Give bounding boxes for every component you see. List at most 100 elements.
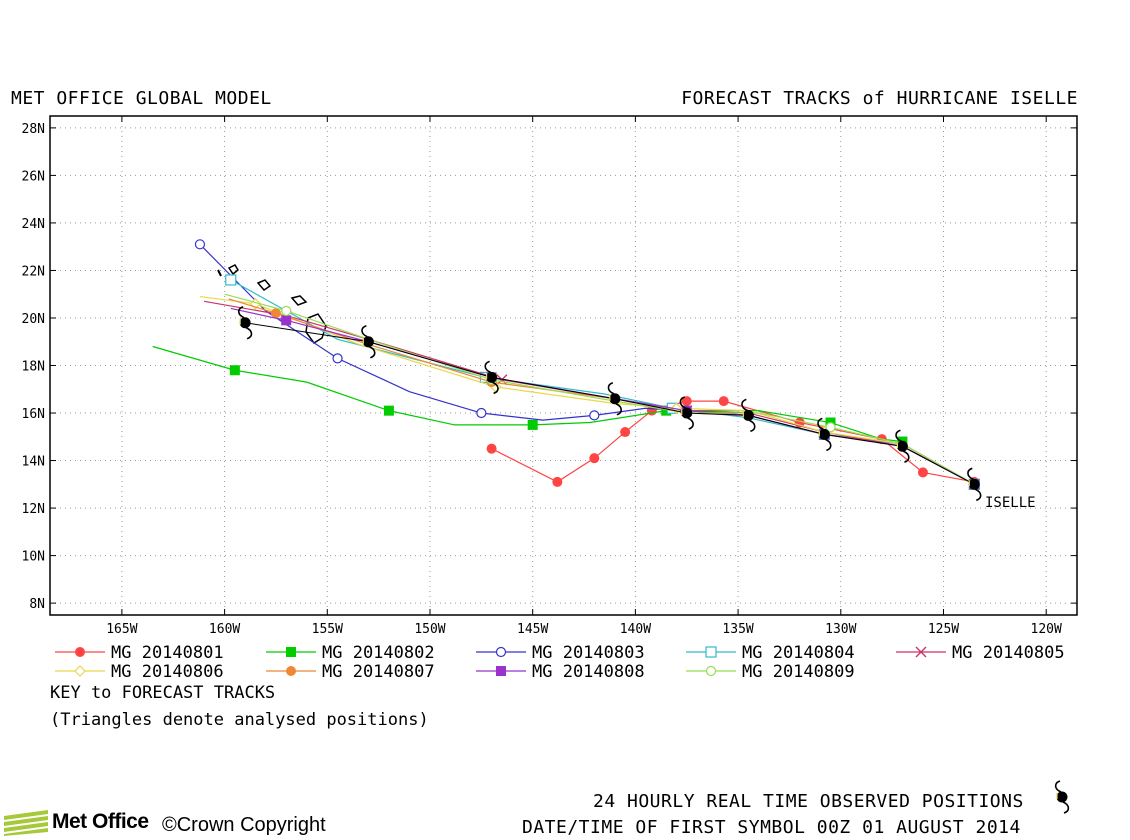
legend-item: MG 20140809 — [686, 662, 855, 682]
hurricane-core — [968, 478, 980, 490]
hurricane-arm — [974, 488, 982, 502]
hurricane-core — [818, 428, 830, 440]
hurricane-symbol-icon — [237, 305, 253, 340]
series-mg-20140802 — [152, 345, 908, 447]
series-mg-20140809 — [224, 293, 980, 490]
data-point — [661, 405, 672, 416]
legend-marker — [495, 646, 507, 658]
tick-label-y: 26N — [22, 169, 45, 184]
series-line — [230, 279, 975, 485]
hurricane-core — [362, 336, 374, 348]
legend-item: MG 20140808 — [476, 662, 645, 682]
tick-label-y: 14N — [22, 455, 45, 470]
hurricane-symbol-icon — [679, 396, 694, 430]
hurricane-arm — [237, 305, 245, 319]
legend-label: MG 20140803 — [532, 643, 645, 663]
tick-label-y: 20N — [22, 312, 45, 327]
series-mg-20140804 — [225, 274, 980, 490]
legend-label: MG 20140804 — [742, 643, 855, 663]
data-point — [527, 419, 538, 430]
hurricane-arm — [1054, 780, 1062, 793]
data-point — [281, 305, 292, 316]
plot-frame — [49, 115, 1078, 616]
hurricane-arm — [895, 429, 902, 443]
tick-label-x: 120W — [1031, 622, 1062, 637]
hurricane-core — [742, 409, 754, 421]
legend-item: MG 20140807 — [266, 662, 435, 682]
legend-label: MG 20140809 — [742, 662, 855, 682]
legend-item: MG 20140802 — [266, 643, 435, 663]
legend-marker — [286, 647, 296, 657]
hurricane-symbol-icon — [607, 382, 623, 416]
legend-item: MG 20140801 — [55, 643, 224, 663]
data-point — [476, 407, 487, 419]
legend-marker — [915, 646, 927, 658]
series-line — [199, 243, 975, 485]
hurricane-symbol-icon — [484, 360, 499, 395]
data-point — [229, 365, 240, 376]
legend-item: MG 20140806 — [55, 662, 224, 682]
logo-text: Met Office — [52, 810, 149, 833]
tick-label-y: 10N — [22, 550, 45, 565]
hurricane-arm — [1062, 801, 1070, 814]
series-mg-20140803 — [194, 239, 980, 490]
met-office-logo-icon — [4, 810, 48, 836]
data-point — [383, 405, 394, 416]
legend: MG 20140801 MG 20140802 MG 20140803 MG 2014… — [55, 643, 1065, 682]
legend-item: MG 20140804 — [686, 643, 855, 663]
hurricane-core — [1056, 791, 1068, 803]
tick-label-x: 165W — [106, 622, 137, 637]
observed-positions-label: 24 HOURLY REAL TIME OBSERVED POSITIONS — [593, 791, 1024, 812]
tick-label-x: 145W — [517, 622, 548, 637]
data-point — [332, 353, 343, 364]
data-point — [825, 422, 836, 433]
hurricane-arm — [615, 403, 623, 416]
hurricane-symbol-icon — [361, 324, 376, 359]
data-point — [270, 308, 281, 319]
data-point — [681, 396, 692, 407]
hurricane-arm — [967, 467, 974, 481]
grid — [50, 116, 1077, 615]
data-point — [620, 427, 631, 438]
met-office-logo: Met Office — [2, 808, 149, 836]
island-niihau — [217, 269, 222, 277]
tick-label-x: 125W — [928, 622, 959, 637]
hurricane-arm — [245, 326, 253, 340]
axes: 165W 160W 155W 150W 145W 140W 135W 130W 125W 120W… — [22, 116, 1077, 637]
tick-label-x: 160W — [209, 622, 240, 637]
data-point — [917, 467, 928, 478]
data-point — [589, 410, 600, 421]
legend-label: MG 20140807 — [322, 662, 435, 682]
legend-marker — [705, 665, 717, 677]
island-molokai — [290, 295, 308, 306]
series-line — [152, 345, 903, 443]
tick-label-x: 155W — [312, 622, 343, 637]
hurricane-arm — [824, 438, 832, 452]
hurricane-core — [486, 371, 498, 383]
data-point — [225, 274, 237, 286]
legend-label: MG 20140802 — [322, 643, 435, 663]
legend-label: MG 20140808 — [532, 662, 645, 682]
series-mg-20140806 — [199, 295, 981, 491]
tick-label-y: 12N — [22, 502, 45, 517]
key-title: KEY to FORECAST TRACKS — [50, 683, 276, 703]
tick-label-x: 130W — [825, 622, 856, 637]
tick-label-x: 140W — [620, 622, 651, 637]
copyright: ©Crown Copyright — [162, 814, 326, 836]
hurricane-arm — [817, 417, 824, 431]
storm-label: ISELLE — [985, 495, 1036, 511]
observed-line — [245, 322, 975, 485]
observed-track — [237, 305, 982, 502]
legend-marker — [496, 666, 506, 676]
tick-label-x: 150W — [414, 622, 445, 637]
key-note: (Triangles denote analysed positions) — [50, 710, 429, 730]
legend-label: MG 20140801 — [111, 643, 224, 663]
hurricane-arm — [607, 382, 615, 395]
legend-marker — [74, 665, 86, 677]
tick-label-y: 28N — [22, 122, 45, 137]
hurricane-symbol-icon — [967, 467, 982, 502]
hurricane-core — [609, 393, 621, 405]
hurricane-symbol-icon — [1054, 780, 1070, 814]
tick-label-x: 135W — [722, 622, 753, 637]
hurricane-core — [681, 407, 693, 419]
